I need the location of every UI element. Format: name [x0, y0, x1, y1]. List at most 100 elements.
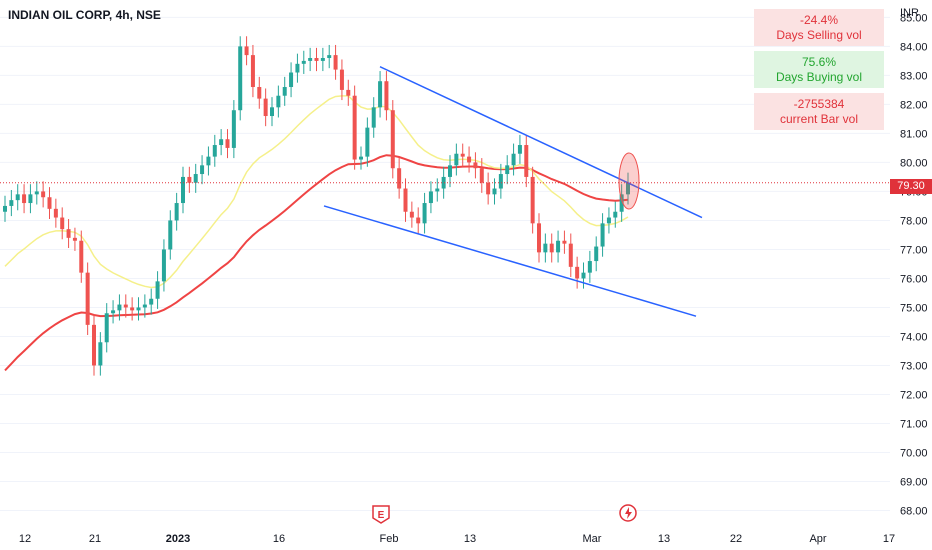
candle-body[interactable] — [231, 110, 236, 148]
candle-body[interactable] — [397, 168, 402, 189]
candle-body[interactable] — [22, 194, 27, 204]
candles[interactable] — [3, 36, 630, 376]
candle-body[interactable] — [371, 107, 376, 128]
lower-trendline[interactable] — [323, 205, 697, 317]
candle-body[interactable] — [28, 194, 33, 204]
candle-body[interactable] — [619, 194, 624, 212]
candle-body[interactable] — [339, 69, 344, 90]
candle-body[interactable] — [409, 211, 414, 218]
candle-body[interactable] — [333, 55, 338, 70]
candle-body[interactable] — [276, 95, 281, 108]
candle-body[interactable] — [587, 261, 592, 273]
candle-body[interactable] — [517, 145, 522, 154]
candle-body[interactable] — [9, 200, 14, 206]
candle-body[interactable] — [41, 191, 46, 198]
candle-body[interactable] — [289, 72, 294, 88]
candle-body[interactable] — [320, 58, 325, 61]
candle-body[interactable] — [460, 153, 465, 157]
candle-body[interactable] — [378, 81, 383, 108]
candle-body[interactable] — [600, 223, 605, 247]
candle-body[interactable] — [422, 203, 427, 224]
candle-body[interactable] — [403, 188, 408, 212]
candle-body[interactable] — [473, 162, 478, 169]
candle-body[interactable] — [479, 168, 484, 183]
candle-body[interactable] — [613, 211, 618, 218]
breakout-highlight[interactable] — [618, 152, 640, 210]
candle-body[interactable] — [117, 304, 122, 311]
candle-body[interactable] — [530, 176, 535, 224]
candle-body[interactable] — [53, 208, 58, 218]
events[interactable]: E — [372, 504, 637, 524]
candle-body[interactable] — [238, 46, 243, 111]
candle-body[interactable] — [123, 304, 128, 308]
candle-body[interactable] — [606, 217, 611, 224]
candle-body[interactable] — [200, 165, 205, 175]
candle-body[interactable] — [155, 281, 160, 299]
candle-body[interactable] — [85, 272, 90, 325]
candle-body[interactable] — [524, 145, 529, 177]
candle-body[interactable] — [626, 182, 630, 195]
candle-body[interactable] — [359, 156, 363, 160]
candle-body[interactable] — [263, 98, 268, 117]
candle-body[interactable] — [308, 58, 313, 61]
candle-body[interactable] — [365, 127, 370, 157]
candle-body[interactable] — [34, 191, 39, 195]
candle-body[interactable] — [282, 87, 287, 96]
candle-body[interactable] — [72, 237, 77, 241]
candle-body[interactable] — [174, 203, 179, 221]
candle-body[interactable] — [416, 217, 421, 224]
candle-body[interactable] — [257, 87, 262, 99]
candle-body[interactable] — [193, 174, 198, 183]
lightning-icon[interactable] — [619, 504, 637, 522]
candle-body[interactable] — [505, 165, 510, 175]
candle-body[interactable] — [301, 60, 306, 64]
candle-body[interactable] — [15, 194, 20, 201]
candle-body[interactable] — [575, 266, 580, 279]
candle-body[interactable] — [537, 223, 541, 253]
candle-body[interactable] — [295, 63, 300, 73]
candle-body[interactable] — [390, 110, 395, 169]
upper-trendline[interactable] — [379, 66, 703, 219]
candle-body[interactable] — [225, 139, 230, 148]
candle-body[interactable] — [3, 205, 7, 212]
candle-body[interactable] — [314, 58, 319, 61]
candle-body[interactable] — [568, 243, 573, 267]
candle-body[interactable] — [486, 182, 491, 195]
candle-body[interactable] — [206, 156, 211, 166]
candle-body[interactable] — [111, 310, 116, 314]
candle-body[interactable] — [136, 307, 141, 311]
candle-body[interactable] — [98, 342, 103, 366]
candle-body[interactable] — [66, 229, 71, 238]
candle-body[interactable] — [181, 176, 185, 204]
candle-body[interactable] — [498, 174, 503, 189]
candle-body[interactable] — [168, 220, 173, 250]
candle-body[interactable] — [92, 324, 96, 366]
candle-body[interactable] — [130, 307, 135, 311]
candle-body[interactable] — [250, 55, 255, 88]
candle-body[interactable] — [543, 243, 548, 253]
candle-body[interactable] — [384, 81, 389, 111]
candle-body[interactable] — [352, 95, 357, 160]
earnings-e-icon[interactable]: E — [372, 505, 390, 524]
candle-body[interactable] — [435, 188, 440, 192]
candle-body[interactable] — [212, 145, 217, 157]
candle-body[interactable] — [511, 153, 516, 166]
candle-body[interactable] — [549, 243, 554, 253]
candle-body[interactable] — [556, 240, 561, 253]
candle-body[interactable] — [244, 46, 249, 56]
candle-body[interactable] — [441, 176, 446, 189]
candle-body[interactable] — [492, 188, 497, 195]
candle-body[interactable] — [562, 240, 567, 244]
candle-body[interactable] — [467, 156, 472, 163]
candle-body[interactable] — [161, 249, 166, 282]
candle-body[interactable] — [327, 55, 332, 59]
trendlines[interactable] — [323, 66, 703, 317]
candle-body[interactable] — [448, 165, 452, 177]
candle-body[interactable] — [149, 298, 154, 305]
candle-body[interactable] — [60, 217, 65, 230]
candle-body[interactable] — [454, 153, 459, 166]
candle-body[interactable] — [594, 246, 599, 262]
candle-body[interactable] — [581, 272, 586, 279]
candle-body[interactable] — [79, 240, 84, 273]
